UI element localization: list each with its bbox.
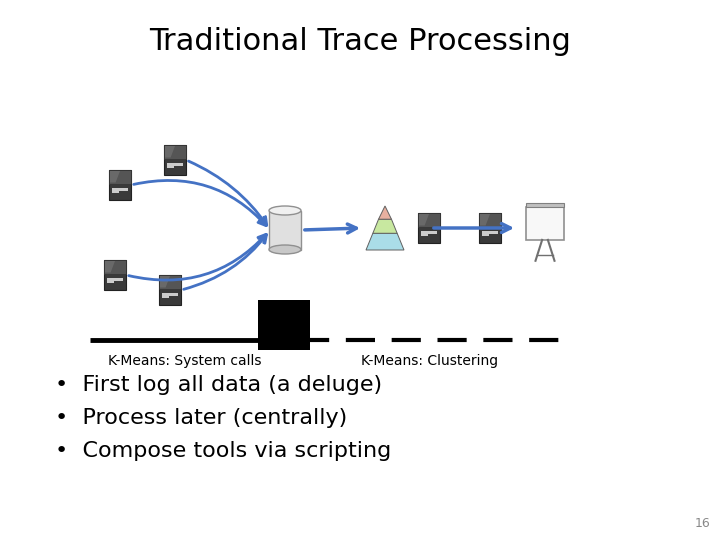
FancyBboxPatch shape (479, 213, 501, 226)
Bar (107, 281, 114, 283)
Polygon shape (366, 233, 404, 250)
Bar (421, 231, 437, 233)
FancyBboxPatch shape (109, 170, 131, 200)
FancyBboxPatch shape (418, 213, 440, 243)
Polygon shape (160, 276, 170, 287)
Bar (526, 203, 564, 207)
Bar (482, 234, 489, 236)
Ellipse shape (269, 206, 301, 215)
Ellipse shape (269, 245, 301, 254)
Bar (269, 211, 301, 249)
Text: Traditional Trace Processing: Traditional Trace Processing (149, 28, 571, 57)
Bar (162, 296, 168, 298)
Polygon shape (480, 214, 490, 226)
Polygon shape (379, 206, 392, 219)
Bar (482, 231, 498, 233)
Text: •  First log all data (a deluge): • First log all data (a deluge) (55, 375, 382, 395)
Bar (258, 300, 310, 350)
Polygon shape (165, 146, 175, 158)
Bar (162, 293, 178, 295)
Bar (107, 278, 123, 280)
Text: •  Compose tools via scripting: • Compose tools via scripting (55, 441, 391, 461)
FancyBboxPatch shape (479, 213, 501, 243)
FancyBboxPatch shape (104, 260, 126, 273)
Bar (112, 191, 119, 193)
FancyBboxPatch shape (164, 145, 186, 159)
Polygon shape (110, 171, 120, 183)
Polygon shape (105, 261, 115, 273)
Text: K-Means: Clustering: K-Means: Clustering (361, 354, 498, 368)
Bar (421, 234, 428, 236)
Bar (167, 163, 183, 165)
Polygon shape (419, 214, 429, 226)
Bar (112, 188, 128, 191)
Text: •  Process later (centrally): • Process later (centrally) (55, 408, 347, 428)
FancyBboxPatch shape (159, 275, 181, 305)
FancyBboxPatch shape (159, 275, 181, 288)
FancyBboxPatch shape (164, 145, 186, 175)
Text: K-Means: System calls: K-Means: System calls (108, 354, 262, 368)
Bar (167, 166, 174, 168)
FancyBboxPatch shape (104, 260, 126, 290)
Polygon shape (373, 219, 397, 233)
Bar (526, 207, 564, 240)
FancyBboxPatch shape (418, 213, 440, 226)
FancyBboxPatch shape (109, 170, 131, 184)
Text: 16: 16 (694, 517, 710, 530)
